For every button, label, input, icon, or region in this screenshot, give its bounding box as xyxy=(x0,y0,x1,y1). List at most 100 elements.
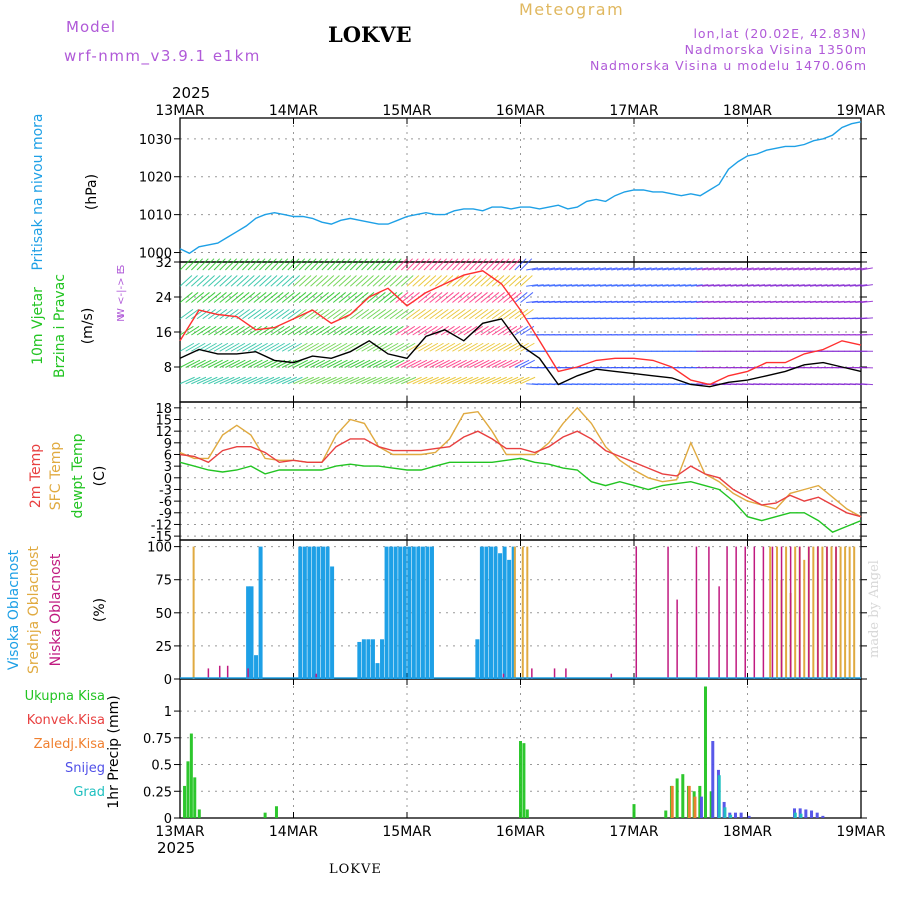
svg-text:made by Angel: made by Angel xyxy=(867,560,882,658)
wind-arrow xyxy=(605,267,618,271)
x-tick-label-bottom: 13MAR xyxy=(155,824,204,840)
wind-arrow xyxy=(389,275,403,287)
low-cloud-bar xyxy=(315,673,317,679)
wind-arrow xyxy=(628,300,641,303)
high-cloud-bar xyxy=(488,546,493,679)
frozen-precip-bar xyxy=(693,796,697,818)
wind-arrow xyxy=(355,258,368,271)
wind-arrow xyxy=(457,342,473,352)
wind-arrow xyxy=(588,300,601,303)
wind-arrow xyxy=(230,376,246,385)
wind-arrow xyxy=(276,258,289,271)
wind-arrow xyxy=(486,342,501,352)
wind-arrow xyxy=(423,325,438,336)
wind-arrow xyxy=(474,292,488,303)
wind-arrow xyxy=(293,325,308,336)
total-precip-bar xyxy=(709,791,713,818)
wind-arrow xyxy=(577,267,590,271)
wind-arrow xyxy=(281,275,295,287)
wind-arrow xyxy=(310,275,323,287)
wind-arrow xyxy=(838,284,851,287)
high-cloud-bar xyxy=(325,546,330,679)
wind-arrow xyxy=(480,292,494,303)
precip-axis-label: 1hr Precip (mm) xyxy=(106,695,122,808)
year-label-bottom: 2025 xyxy=(157,839,196,857)
wind-arrow xyxy=(179,292,193,303)
wind-arrow xyxy=(395,275,408,287)
wind-arrow xyxy=(599,300,612,303)
low-cloud-bar xyxy=(502,673,505,679)
pressure-line xyxy=(179,121,862,255)
wind-arrow xyxy=(491,342,507,352)
wind-arrow xyxy=(758,284,771,287)
wind-arrow xyxy=(321,308,336,320)
low-cloud-bar xyxy=(531,668,533,679)
wind-arrow xyxy=(389,308,404,320)
site-title: LOKVE xyxy=(328,22,412,47)
total-precip-bar xyxy=(189,733,193,818)
wind-arrow xyxy=(491,376,507,385)
wind-arrow xyxy=(276,292,290,303)
x-tick-label-top: 17MAR xyxy=(609,103,658,119)
wind-arrow xyxy=(196,275,210,287)
wind-arrow xyxy=(367,359,382,368)
mid-cloud-bar xyxy=(521,546,524,679)
wind-arrow xyxy=(355,275,369,287)
wind-arrow xyxy=(770,300,783,303)
y-tick-label: 75 xyxy=(155,574,172,589)
wind-arrow xyxy=(383,275,397,287)
wind-arrow xyxy=(361,308,375,320)
wind-arrow xyxy=(633,267,646,271)
wind-arrow xyxy=(406,359,422,368)
high-cloud-bar xyxy=(484,546,489,679)
wind-arrow xyxy=(276,376,292,385)
wind-arrow xyxy=(327,376,343,385)
low-cloud-bar xyxy=(753,546,756,679)
wind-arrow xyxy=(560,300,573,303)
wind-arrow xyxy=(219,376,235,385)
high-cloud-bar xyxy=(416,546,421,679)
wind-arrow xyxy=(270,376,286,385)
wind-arrow xyxy=(736,267,749,271)
wind-arrow xyxy=(707,267,720,271)
wind-arrow xyxy=(486,359,501,368)
legend-conv-precip: Konvek.Kisa xyxy=(27,713,105,728)
low-cloud-bar xyxy=(610,673,613,679)
wind-arrow xyxy=(798,300,811,303)
wind-arrow xyxy=(219,292,233,303)
wind-arrow xyxy=(315,292,329,303)
wind-arrow xyxy=(202,359,218,368)
wind-arrow xyxy=(702,300,715,303)
wind-arrow xyxy=(327,275,340,287)
wind-arrow xyxy=(293,342,308,352)
wind-arrow xyxy=(860,300,873,303)
wind-arrow xyxy=(298,258,311,271)
wind-arrow xyxy=(242,275,255,287)
wind-arrow xyxy=(838,300,851,303)
wind-arrow xyxy=(741,284,754,287)
wind-arrow xyxy=(406,258,419,271)
wind-arrow xyxy=(724,284,737,287)
wind-arrow xyxy=(582,284,595,287)
wind-arrow xyxy=(253,325,268,336)
wind-arrow xyxy=(225,258,238,271)
wind-arrow xyxy=(628,284,641,287)
wind-arrow xyxy=(724,300,737,303)
wind-arrow xyxy=(242,359,257,368)
wind-arrow xyxy=(208,292,222,303)
wind-arrow xyxy=(230,342,246,352)
wind-arrow xyxy=(645,284,658,287)
wind-arrow xyxy=(474,325,489,336)
wind-arrow xyxy=(401,376,417,385)
wind-arrow xyxy=(332,342,348,352)
wind-arrow xyxy=(843,284,856,287)
year-label-top: 2025 xyxy=(172,84,211,102)
wind-arrow xyxy=(662,284,675,287)
wind-arrow xyxy=(378,275,391,287)
wind-arrow xyxy=(270,342,285,352)
wind-arrow xyxy=(792,300,805,303)
wind-arrow xyxy=(395,292,409,303)
wind-arrow xyxy=(775,284,788,287)
wind-arrow xyxy=(713,267,726,271)
wind-arrow xyxy=(185,275,198,287)
